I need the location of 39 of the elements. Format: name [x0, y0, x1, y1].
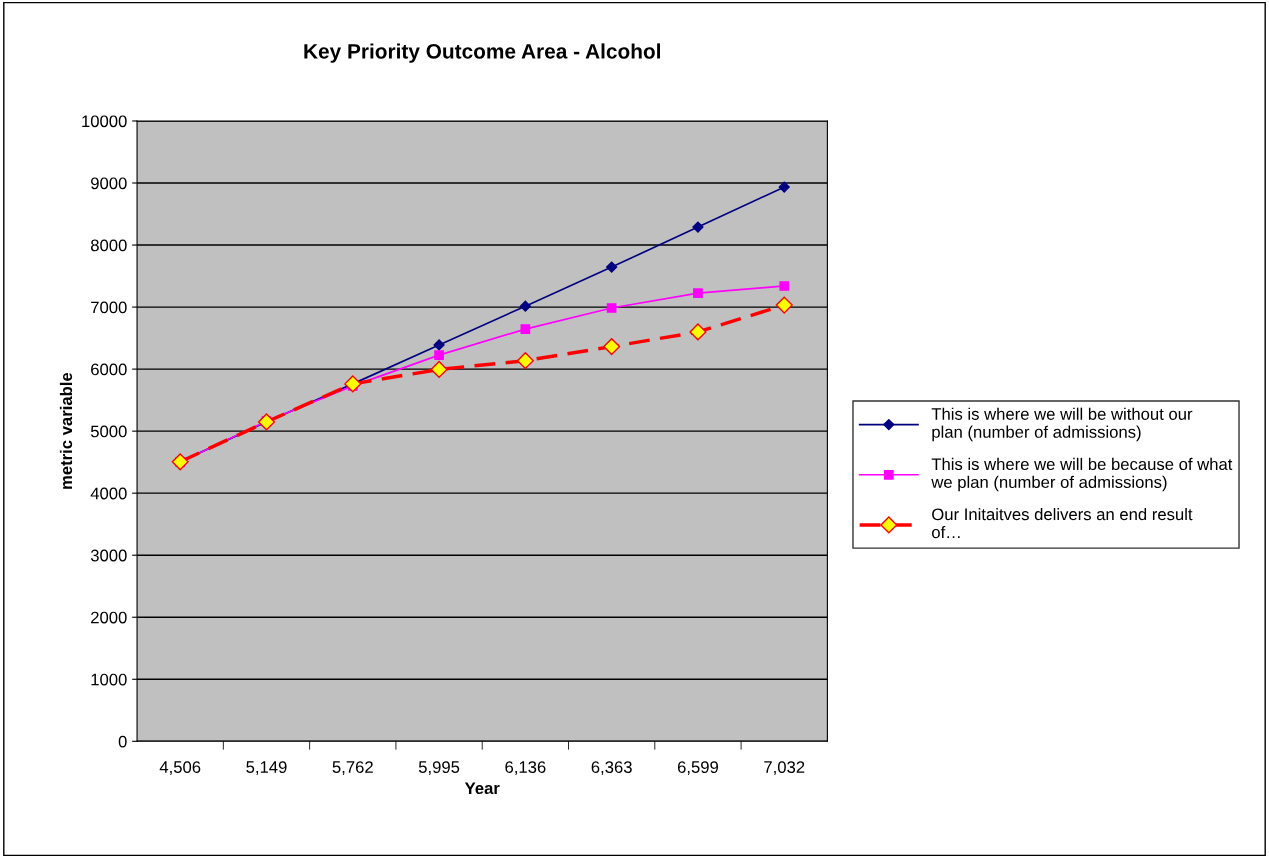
point: [606, 303, 617, 313]
point: [603, 338, 621, 356]
y-tick-label: 10000: [82, 115, 127, 128]
x-tick-label: 5,149: [246, 761, 287, 775]
y-tick-label: 6000: [91, 363, 127, 376]
x-tick-label: 5,762: [332, 761, 373, 775]
legend-label: This is where we will be because of what we plan (number of admissions): [931, 457, 1233, 492]
y-tick-label: 4000: [90, 487, 127, 500]
y-tick-label: 9000: [91, 177, 127, 190]
x-tick-label: 6,599: [677, 761, 719, 775]
point: [433, 339, 445, 351]
y-tick-label: 2000: [91, 611, 127, 624]
x-tick-label: 6,363: [591, 761, 632, 775]
x-tick-label: 5,995: [418, 761, 460, 775]
point: [434, 350, 444, 361]
x-tick-label: 6,136: [505, 761, 546, 775]
chart-title: Key Priority Outcome Area - Alcohol: [304, 43, 660, 63]
y-axis-title: metric variable: [59, 372, 73, 489]
point: [775, 296, 793, 314]
point: [689, 323, 707, 341]
point: [519, 300, 531, 312]
point: [606, 261, 618, 273]
point: [516, 352, 534, 370]
point: [693, 288, 703, 298]
legend-label: Our Initaitves delivers an end result of…: [932, 507, 1193, 539]
point: [430, 360, 448, 378]
y-tick-label: 8000: [90, 239, 127, 252]
y-tick-label: 1000: [91, 673, 127, 686]
point: [520, 324, 531, 334]
y-tick-label: 0: [118, 735, 127, 748]
point: [778, 181, 790, 193]
y-tick-label: 5000: [90, 425, 127, 438]
y-tick-label: 3000: [90, 549, 127, 562]
x-axis-title: Year: [464, 782, 500, 795]
x-tick-label: 7,032: [764, 761, 805, 775]
point: [779, 281, 790, 291]
y-tick-label: 7000: [91, 301, 127, 314]
legend-label: This is where we will be without our plan (number of admissions): [931, 407, 1193, 442]
x-tick-label: 4,506: [159, 761, 201, 775]
